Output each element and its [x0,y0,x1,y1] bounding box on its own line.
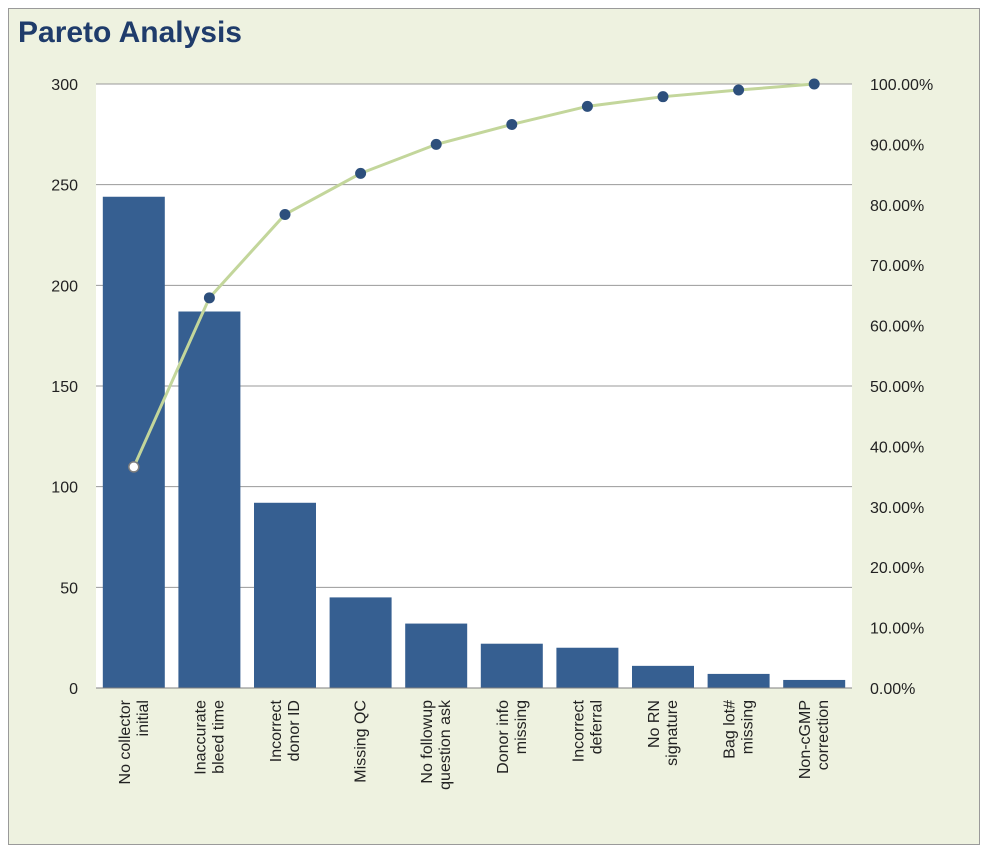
y-right-tick-label: 80.00% [870,198,924,215]
y-right-tick-label: 60.00% [870,319,924,336]
y-left-tick-label: 300 [51,77,78,94]
x-tick-label: Incorrect deferral [570,699,605,762]
bar [632,665,694,688]
x-tick-label-line: question ask [437,699,454,790]
x-tick-label: No collector initial [117,699,152,784]
x-tick-label: Donor info missing [495,700,530,774]
bar [556,647,619,688]
bar [783,679,846,688]
x-tick-label-line: No RN [646,700,663,748]
bar [480,643,543,688]
line-point [355,167,367,179]
x-tick-label-line: deferral [588,700,605,754]
x-tick-label: No RN signature [646,700,681,766]
line-point [581,100,593,112]
y-right-tick-label: 10.00% [870,621,924,638]
y-left-tick-label: 150 [51,379,78,396]
x-tick-label: Missing QC [353,700,370,783]
x-tick-label: Non-cGMP correction [797,700,832,779]
cumulative-line [132,82,815,468]
y-right-tick-label: 100.00% [870,77,933,94]
x-tick-label-line: Incorrect [570,699,587,762]
y-axis-left: 0 50 100 150 200 250 300 [51,77,78,698]
x-tick-label: Incorrect donor ID [268,699,303,762]
x-tick-label-line: Missing QC [353,700,370,783]
x-axis: No collector initial Inaccurate bleed time I… [96,687,852,790]
x-tick-label-line: No collector [117,699,134,784]
y-left-tick-label: 250 [51,178,78,195]
x-tick-label-line: Non-cGMP [797,700,814,779]
x-tick-label-line: Donor info [495,700,512,774]
line-point [657,91,669,103]
x-tick-label: Inaccurate bleed time [192,700,227,775]
x-tick-label-line: No followup [419,700,436,784]
y-left-tick-label: 200 [51,278,78,295]
bar [254,502,316,688]
x-tick-label-line: Inaccurate [192,700,209,775]
chart-title: Pareto Analysis [18,16,242,49]
x-tick-label-line: donor ID [286,700,303,761]
x-tick-label: Bag lot# missing [722,700,757,759]
bar [178,311,241,688]
bar [102,196,165,688]
line-point [279,208,291,220]
line-point [506,118,518,130]
line-point [203,292,215,304]
x-tick-label-line: missing [513,700,530,754]
x-tick-label-line: bleed time [210,700,227,774]
x-tick-label-line: correction [815,700,832,770]
y-right-tick-label: 40.00% [870,439,924,456]
x-tick-label-line: Incorrect [268,699,285,762]
line-point [128,461,140,473]
y-right-tick-label: 0.00% [870,681,915,698]
y-right-tick-label: 50.00% [870,379,924,396]
bar-series [102,196,846,688]
y-left-tick-label: 100 [51,480,78,497]
line-point [733,84,745,96]
y-right-tick-label: 30.00% [870,500,924,517]
x-tick-label: No followup question ask [419,699,454,790]
y-right-tick-label: 70.00% [870,258,924,275]
y-axis-right: 0.00% 10.00% 20.00% 30.00% 40.00% 50.00% 60.00… [870,77,933,698]
y-right-tick-label: 20.00% [870,560,924,577]
bar [707,673,770,688]
y-right-tick-label: 90.00% [870,137,924,154]
bar [405,623,468,688]
y-left-tick-label: 0 [69,681,78,698]
x-tick-label-line: initial [135,700,152,736]
y-left-tick-label: 50 [60,580,78,597]
line-point [430,138,442,150]
line-point [808,78,820,90]
bar [329,597,392,688]
x-tick-label-line: signature [664,700,681,766]
x-tick-label-line: Bag lot# [722,700,739,759]
x-tick-label-line: missing [740,700,757,754]
cumulative-line-series [128,78,820,473]
